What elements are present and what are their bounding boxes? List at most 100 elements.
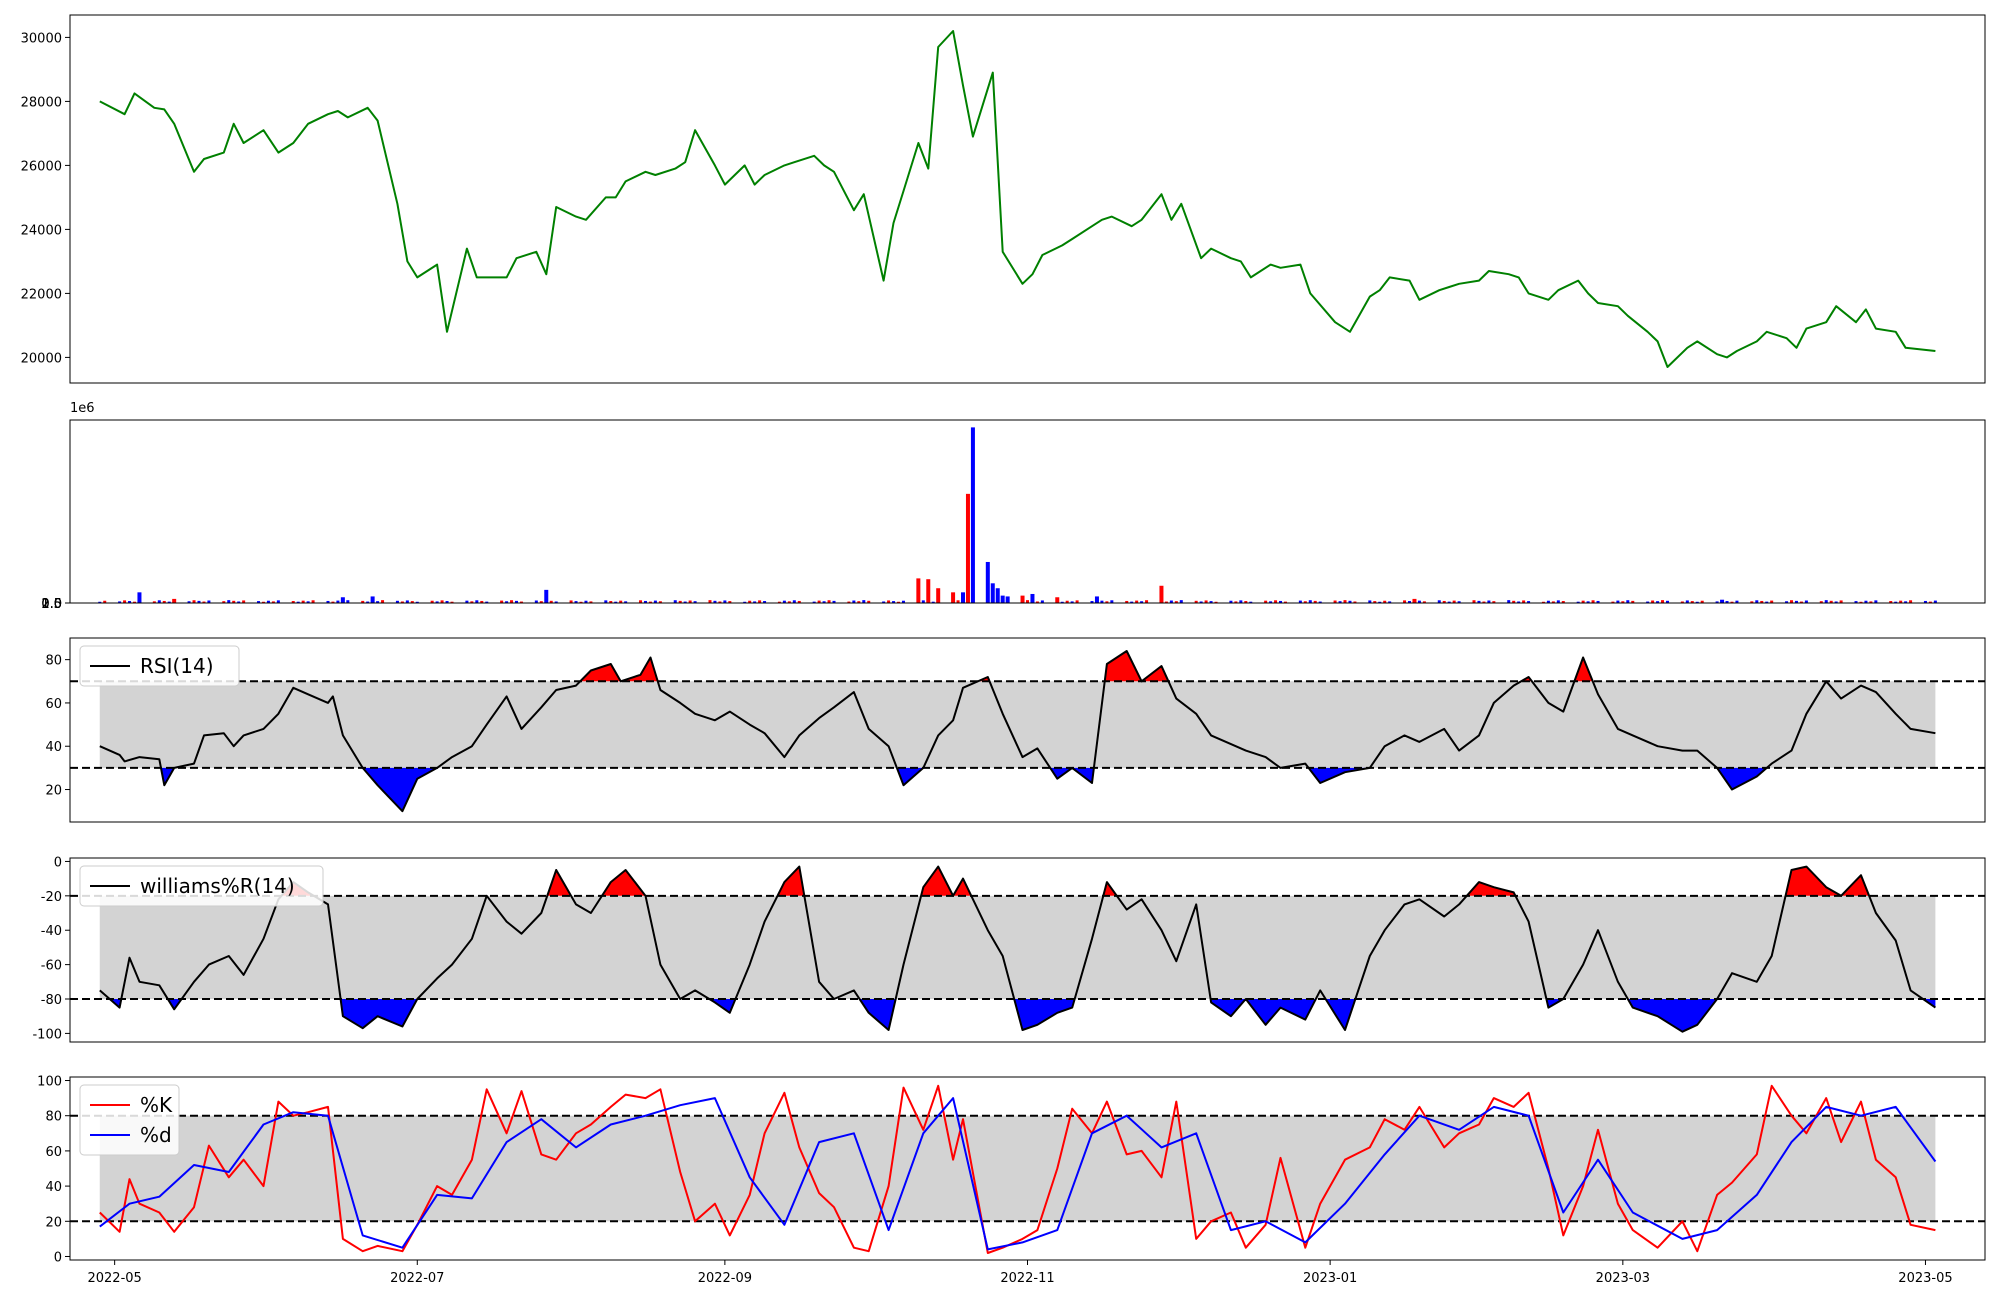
- volume-bar-small: [242, 600, 246, 603]
- volume-bar: [1020, 595, 1025, 603]
- volume-bar-small: [257, 601, 261, 603]
- series-line-1: [99, 1097, 1937, 1251]
- legend-box: [79, 645, 240, 687]
- volume-bar: [1412, 598, 1417, 603]
- volume-bar-small: [797, 600, 801, 603]
- volume-bar-small: [713, 600, 717, 603]
- volume-bar-small: [648, 601, 652, 603]
- volume-bar-small: [1169, 600, 1173, 603]
- volume-bar-small: [331, 601, 335, 603]
- y-tick-label: 40: [45, 740, 62, 755]
- volume-bar-small: [227, 600, 231, 603]
- volume-bar: [1030, 593, 1035, 603]
- volume-bar-small: [887, 600, 891, 603]
- legend-label-0: williams%R(14): [140, 874, 295, 898]
- volume-bar: [544, 589, 549, 603]
- volume-bar-small: [381, 600, 385, 603]
- oversold-fill: [1245, 999, 1316, 1025]
- volume-bar-small: [624, 601, 628, 603]
- y-tick-label: -80: [41, 993, 62, 1008]
- volume-bar-small: [1244, 601, 1248, 603]
- volume-bar-small: [1889, 601, 1893, 603]
- oversold-fill: [859, 999, 896, 1030]
- volume-bar-small: [1209, 601, 1213, 603]
- volume-bar-small: [1229, 600, 1233, 603]
- volume-bar-small: [167, 601, 171, 603]
- volume-bar-small: [643, 600, 647, 603]
- y-tick-label: 1.5: [41, 597, 62, 612]
- y-tick-label: 26000: [21, 159, 62, 174]
- volume-bar-small: [688, 600, 692, 603]
- volume-bar-small: [1715, 601, 1719, 603]
- volume-bar: [1094, 596, 1099, 603]
- volume-bar-small: [1646, 601, 1650, 603]
- y-tick-label: -100: [32, 1027, 62, 1042]
- volume-bar-small: [1770, 600, 1774, 603]
- x-tick-label: 2023-03: [1596, 1271, 1650, 1286]
- volume-bar-small: [569, 600, 573, 603]
- y-tick-label: 20000: [21, 351, 62, 366]
- y-tick-label: 100: [37, 1075, 62, 1090]
- volume-bar-small: [1373, 601, 1377, 603]
- volume-bar-small: [554, 601, 558, 603]
- volume-bar: [1159, 585, 1164, 603]
- volume-bar-small: [1576, 601, 1580, 603]
- volume-bar-small: [202, 601, 206, 603]
- oversold-fill: [362, 767, 438, 812]
- volume-bar-small: [1665, 600, 1669, 603]
- volume-bar-small: [237, 601, 241, 603]
- volume-bar-small: [782, 600, 786, 603]
- volume-bar-small: [1487, 600, 1491, 603]
- volume-bar: [961, 592, 966, 603]
- volume-bar-small: [123, 600, 127, 603]
- volume-bar-small: [1457, 601, 1461, 603]
- x-tick-label: 2022-09: [698, 1271, 752, 1286]
- volume-panel: 0.00.51.01.52.0 1e6: [41, 401, 1986, 612]
- volume-bar-small: [1661, 600, 1665, 603]
- volume-bar-small: [346, 600, 350, 603]
- volume-bar-small: [306, 601, 310, 603]
- volume-bar-small: [410, 601, 414, 603]
- volume-bar-small: [440, 600, 444, 603]
- volume-bar-small: [430, 600, 434, 603]
- overbought-fill: [1104, 651, 1142, 682]
- volume-bar-small: [1348, 600, 1352, 603]
- oversold-fill: [1325, 999, 1356, 1030]
- volume-bar-small: [103, 600, 107, 603]
- volume-bar-small: [1894, 601, 1898, 603]
- volume-bar-small: [718, 601, 722, 603]
- volume-bar-small: [1760, 600, 1764, 603]
- volume-bar-small: [832, 600, 836, 603]
- y-tick-label: 28000: [21, 95, 62, 110]
- volume-bar-small: [480, 600, 484, 603]
- series-line-0: [99, 650, 1936, 813]
- volume-bar-small: [435, 601, 439, 603]
- volume-bar-small: [1199, 601, 1203, 603]
- axes-frame: [69, 419, 1986, 604]
- volume-bar-small: [1194, 600, 1198, 603]
- volume-bar-small: [956, 600, 960, 603]
- volume-bar-small: [1447, 601, 1451, 603]
- volume-bar-small: [1824, 600, 1828, 603]
- volume-scale-label: 1e6: [70, 401, 95, 416]
- legend-label-0: RSI(14): [140, 654, 214, 678]
- volume-bar-small: [1864, 600, 1868, 603]
- volume-bar-small: [1179, 600, 1183, 603]
- volume-bar-small: [1869, 601, 1873, 603]
- volume-bar-small: [753, 601, 757, 603]
- y-tick-label: 0: [54, 855, 62, 870]
- volume-bar-small: [1075, 600, 1079, 603]
- volume-bar-small: [1651, 600, 1655, 603]
- volume-bar-small: [1923, 600, 1927, 603]
- volume-bar-small: [549, 600, 553, 603]
- volume-bar-small: [1829, 600, 1833, 603]
- volume-bar-small: [1517, 601, 1521, 603]
- volume-bar-small: [827, 600, 831, 603]
- volume-bar-small: [1298, 600, 1302, 603]
- y-tick-label: 30000: [21, 31, 62, 46]
- volume-bar-small: [1899, 600, 1903, 603]
- volume-bar-small: [1145, 600, 1149, 603]
- volume-bar-small: [366, 601, 370, 603]
- volume-bar-small: [1611, 601, 1615, 603]
